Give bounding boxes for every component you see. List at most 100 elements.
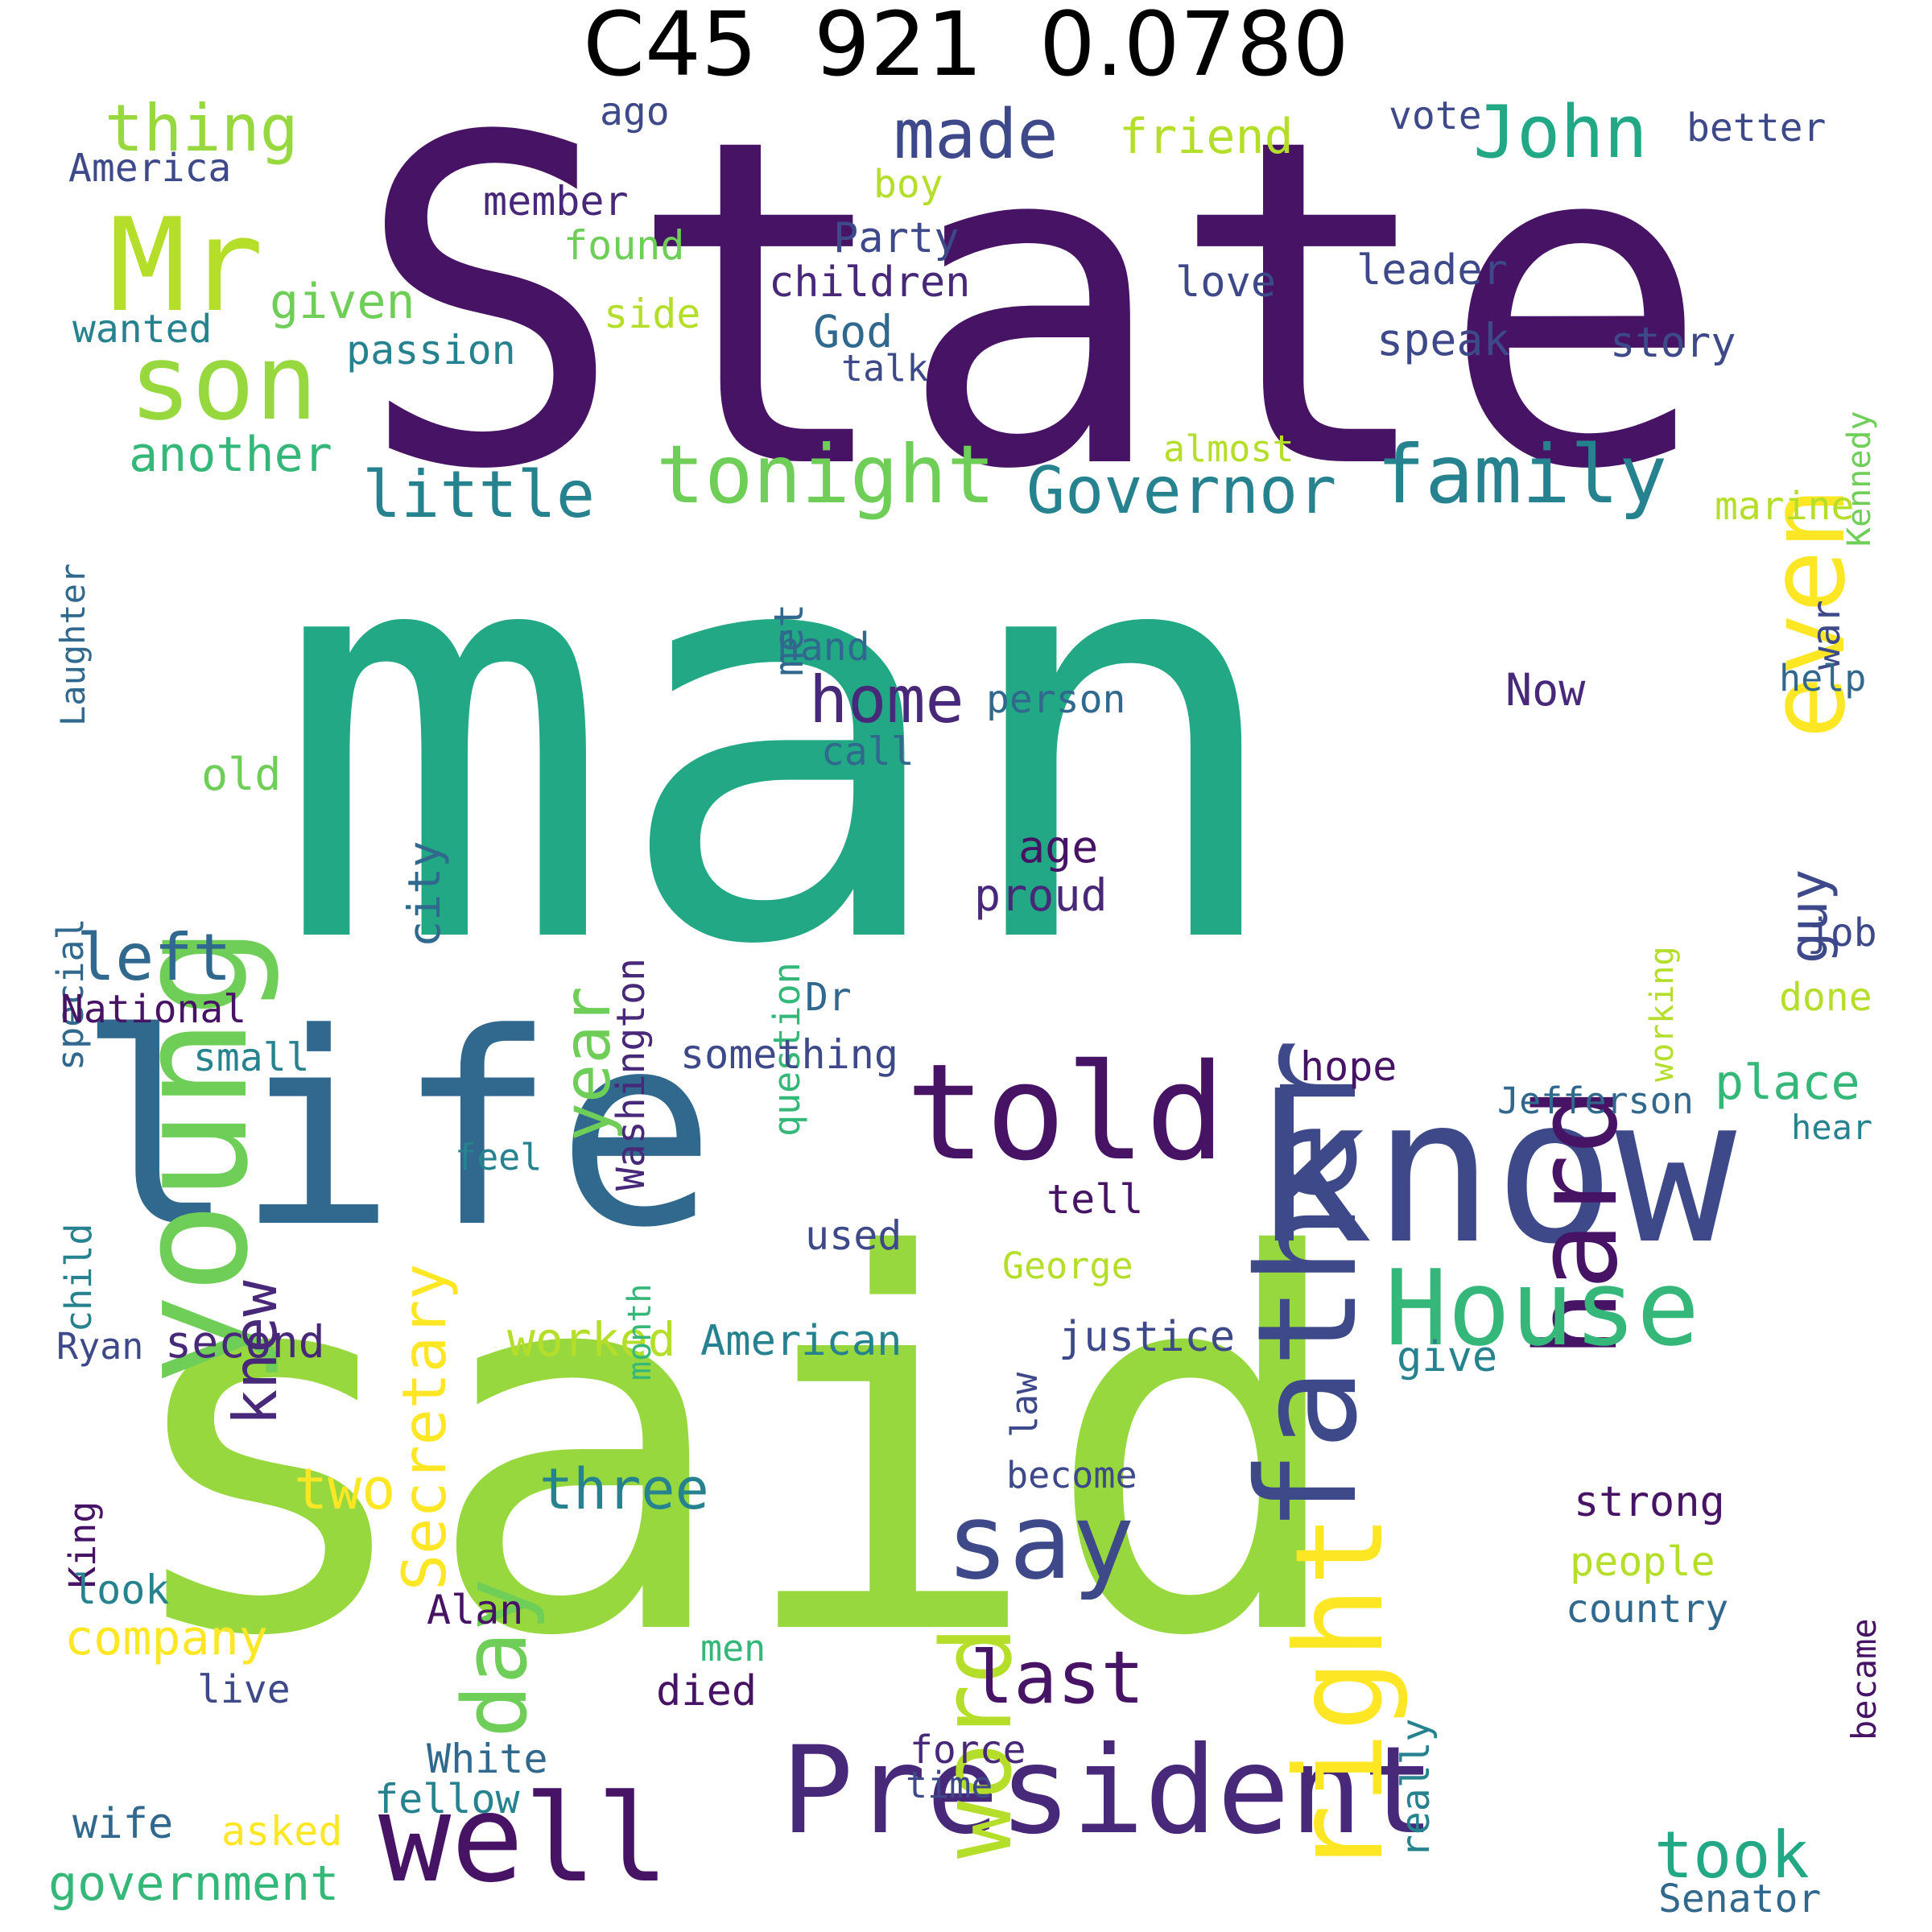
word-family: family [1377, 427, 1668, 522]
word-help: help [1779, 657, 1867, 700]
word-given: given [270, 274, 415, 330]
word-proud: proud [974, 869, 1108, 921]
word-month: month [621, 1283, 658, 1381]
word-died: died [656, 1667, 758, 1715]
word-said: said [113, 1149, 1354, 1748]
word-little: little [362, 457, 595, 532]
word-country: country [1566, 1587, 1729, 1632]
word-time: time [906, 1764, 993, 1806]
word-marine: marine [1715, 484, 1855, 529]
word-alan: Alan [427, 1587, 524, 1633]
word-speak: speak [1377, 314, 1510, 365]
word-boy: boy [873, 162, 943, 207]
word-made: made [894, 95, 1059, 175]
word-governor: Governor [1026, 453, 1337, 528]
word-ago: ago [600, 89, 670, 134]
word-place: place [1715, 1055, 1860, 1111]
word-vote: vote [1389, 93, 1482, 138]
word-senator: Senator [1658, 1876, 1822, 1922]
word-secretary: Secretary [389, 1263, 460, 1591]
word-asked: asked [221, 1808, 343, 1855]
word-another: another [129, 427, 332, 483]
word-become: become [1006, 1454, 1137, 1496]
word-side: side [604, 291, 701, 337]
word-strong: strong [1574, 1478, 1725, 1526]
word-people: people [1570, 1538, 1715, 1585]
word-passion: passion [346, 327, 516, 374]
word-well: well [378, 1769, 670, 1909]
word-wife: wife [72, 1800, 174, 1848]
word-friend: friend [1119, 109, 1294, 165]
word-person: person [986, 677, 1126, 722]
word-two: two [294, 1456, 396, 1522]
word-jefferson: Jefferson [1497, 1080, 1694, 1122]
word-company: company [64, 1610, 268, 1666]
word-became: became [1844, 1618, 1884, 1740]
word-look: look [72, 1567, 170, 1613]
word-hear: hear [1791, 1108, 1873, 1147]
word-leader: leader [1356, 246, 1508, 295]
word-father: father [1228, 1038, 1388, 1533]
word-second: second [165, 1316, 325, 1368]
word-talk: talk [841, 347, 929, 390]
word-really: really [1393, 1718, 1439, 1858]
word-live: live [197, 1667, 291, 1712]
word-working: working [1644, 946, 1681, 1082]
word-better: better [1686, 105, 1827, 151]
word-life: life [76, 976, 716, 1286]
word-party: Party [833, 214, 960, 262]
word-job: job [1807, 910, 1877, 956]
word-three: three [539, 1456, 709, 1522]
word-right: right [1270, 1513, 1410, 1877]
word-child: child [57, 1223, 100, 1332]
word-member: member [483, 178, 629, 225]
word-done: done [1779, 975, 1872, 1020]
word-justice: justice [1059, 1313, 1236, 1361]
word-small: small [193, 1035, 310, 1080]
word-tell: tell [1046, 1176, 1144, 1223]
word-worked: worked [507, 1312, 676, 1367]
word-hand: hand [777, 625, 870, 670]
word-give: give [1397, 1333, 1498, 1381]
word-men: men [700, 1627, 766, 1670]
word-last: last [970, 1636, 1145, 1720]
word-home: home [809, 663, 964, 737]
word-age: age [1018, 821, 1099, 873]
word-god: God [813, 306, 894, 357]
word-ryan: Ryan [56, 1325, 144, 1368]
word-laughter: Laughter [53, 563, 93, 726]
word-law: law [1003, 1372, 1046, 1438]
word-john: John [1473, 90, 1648, 175]
word-white: White [427, 1736, 548, 1782]
word-used: used [805, 1212, 902, 1259]
word-president: President [781, 1721, 1435, 1861]
word-love: love [1175, 258, 1277, 307]
word-national: National [60, 987, 247, 1032]
word-american: American [700, 1317, 902, 1365]
word-say: say [946, 1480, 1135, 1603]
word-feel: feel [455, 1136, 543, 1179]
word-washington: Washington [609, 958, 654, 1191]
word-man: man [274, 412, 1292, 1068]
word-hope: hope [1300, 1043, 1397, 1090]
word-took: took [1654, 1818, 1810, 1893]
word-house: House [1385, 1247, 1700, 1369]
word-city: city [398, 840, 450, 947]
word-almost: almost [1163, 427, 1294, 470]
word-now: Now [1505, 664, 1586, 716]
word-government: government [48, 1856, 340, 1912]
word-george: George [1002, 1245, 1133, 1287]
word-told: told [906, 1035, 1226, 1190]
word-thing: thing [105, 91, 299, 166]
page-title: C45 921 0.0780 [583, 0, 1349, 96]
word-something: something [680, 1031, 898, 1078]
word-force: force [910, 1728, 1026, 1773]
word-wanted: wanted [72, 307, 213, 352]
word-story: story [1610, 319, 1736, 367]
word-call: call [821, 729, 914, 774]
word-old: old [201, 749, 282, 800]
word-dr: Dr [805, 975, 852, 1020]
word-mr: Mr [109, 190, 264, 341]
word-fellow: fellow [374, 1776, 520, 1823]
